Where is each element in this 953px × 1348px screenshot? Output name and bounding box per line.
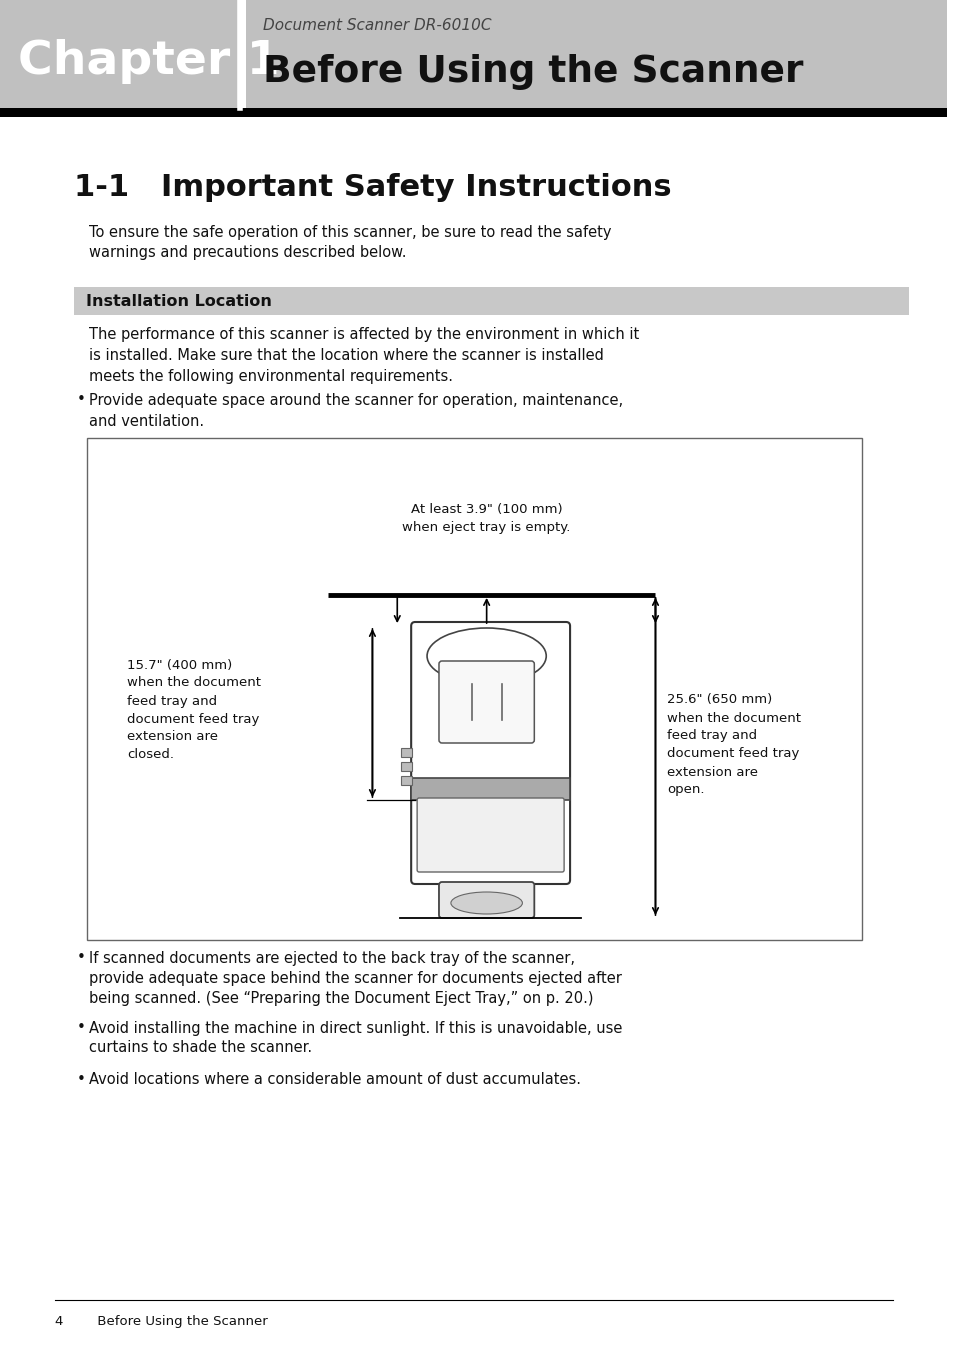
Bar (74, 287, 908, 315)
Text: and ventilation.: and ventilation. (90, 414, 204, 429)
Text: open.: open. (667, 783, 704, 797)
Text: being scanned. (See “Preparing the Document Eject Tray,” on p. 20.): being scanned. (See “Preparing the Docum… (90, 991, 594, 1006)
Text: warnings and precautions described below.: warnings and precautions described below… (90, 245, 407, 260)
Text: closed.: closed. (127, 748, 174, 762)
Bar (401, 748, 412, 758)
Text: feed tray and: feed tray and (127, 694, 217, 708)
Text: The performance of this scanner is affected by the environment in which it: The performance of this scanner is affec… (90, 328, 639, 342)
Bar (411, 778, 570, 799)
Text: At least 3.9" (100 mm): At least 3.9" (100 mm) (411, 504, 562, 516)
Bar (88, 438, 862, 940)
Text: is installed. Make sure that the location where the scanner is installed: is installed. Make sure that the locatio… (90, 349, 603, 364)
Bar (0, 108, 946, 117)
Text: Before Using the Scanner: Before Using the Scanner (263, 54, 802, 90)
Text: when the document: when the document (667, 712, 801, 724)
Text: 25.6" (650 mm): 25.6" (650 mm) (667, 693, 772, 706)
Text: document feed tray: document feed tray (667, 748, 799, 760)
Text: Avoid locations where a considerable amount of dust accumulates.: Avoid locations where a considerable amo… (90, 1073, 580, 1088)
Text: when the document: when the document (127, 677, 261, 689)
FancyBboxPatch shape (438, 661, 534, 743)
Text: If scanned documents are ejected to the back tray of the scanner,: If scanned documents are ejected to the … (90, 950, 575, 965)
Text: curtains to shade the scanner.: curtains to shade the scanner. (90, 1041, 313, 1055)
FancyBboxPatch shape (416, 798, 563, 872)
Text: provide adequate space behind the scanner for documents ejected after: provide adequate space behind the scanne… (90, 971, 621, 985)
Text: To ensure the safe operation of this scanner, be sure to read the safety: To ensure the safe operation of this sca… (90, 225, 611, 240)
FancyBboxPatch shape (438, 882, 534, 918)
Text: when eject tray is empty.: when eject tray is empty. (402, 522, 570, 535)
Text: meets the following environmental requirements.: meets the following environmental requir… (90, 369, 453, 384)
Text: feed tray and: feed tray and (667, 729, 757, 743)
Bar (246, 0, 946, 108)
Text: extension are: extension are (127, 731, 218, 744)
Text: Chapter 1: Chapter 1 (18, 39, 279, 85)
Text: 4        Before Using the Scanner: 4 Before Using the Scanner (54, 1316, 267, 1329)
Text: Avoid installing the machine in direct sunlight. If this is unavoidable, use: Avoid installing the machine in direct s… (90, 1020, 622, 1035)
Text: document feed tray: document feed tray (127, 713, 259, 725)
Bar (401, 762, 412, 771)
Text: •: • (76, 1020, 85, 1035)
Bar (0, 0, 240, 108)
Ellipse shape (451, 892, 522, 914)
Bar (401, 776, 412, 785)
Text: extension are: extension are (667, 766, 758, 779)
Text: •: • (76, 392, 85, 407)
Text: 1-1   Important Safety Instructions: 1-1 Important Safety Instructions (74, 174, 672, 202)
Text: Installation Location: Installation Location (87, 294, 272, 309)
Text: Document Scanner DR-6010C: Document Scanner DR-6010C (263, 18, 491, 32)
Ellipse shape (427, 628, 546, 683)
Text: Provide adequate space around the scanner for operation, maintenance,: Provide adequate space around the scanne… (90, 392, 623, 407)
FancyBboxPatch shape (411, 621, 570, 884)
Text: 15.7" (400 mm): 15.7" (400 mm) (127, 659, 233, 671)
Text: •: • (76, 950, 85, 965)
Text: •: • (76, 1073, 85, 1088)
